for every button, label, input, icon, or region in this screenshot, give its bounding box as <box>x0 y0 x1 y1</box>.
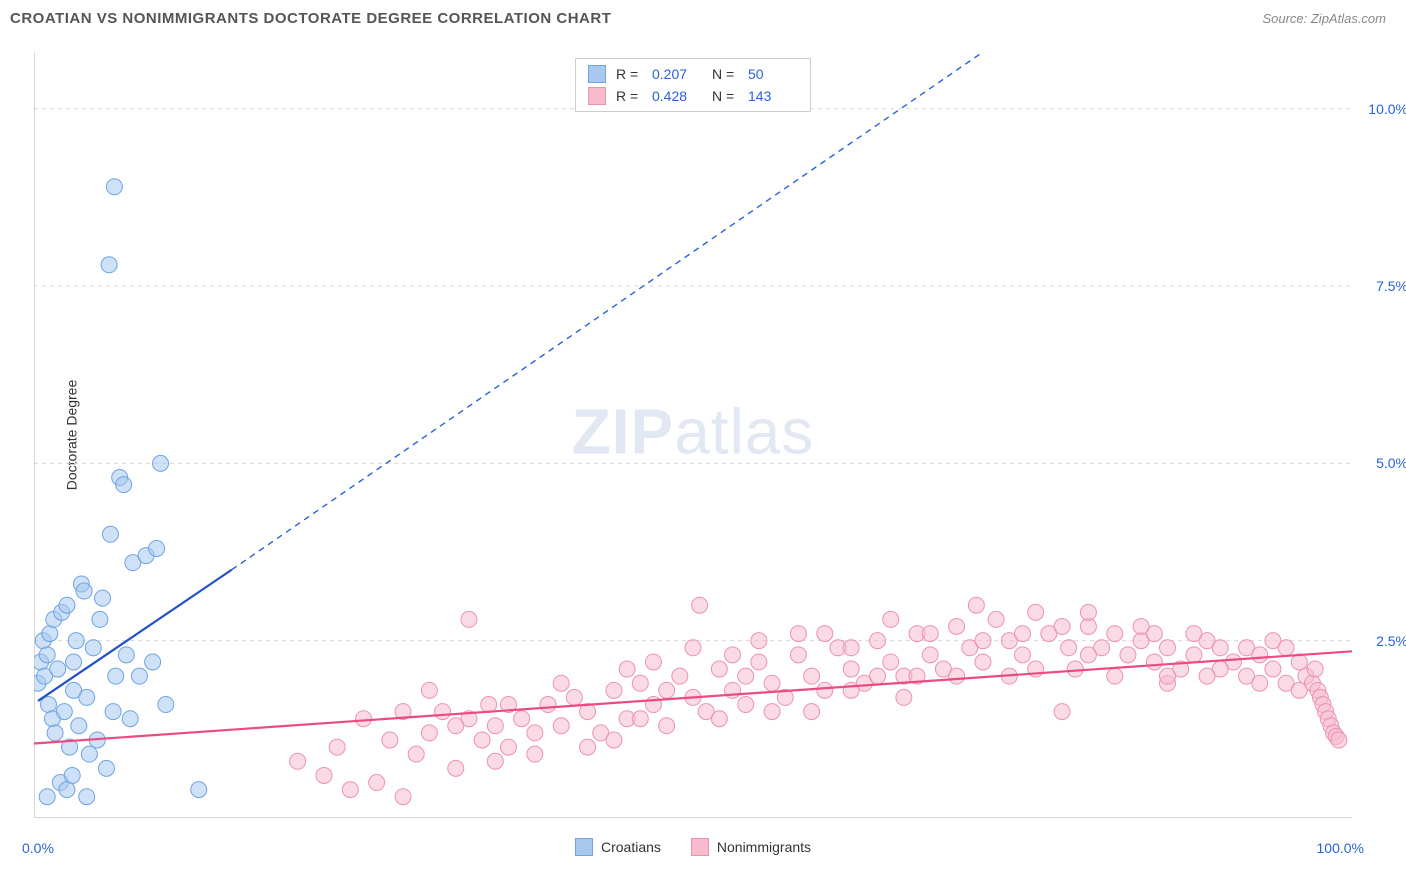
legend-R-label: R = <box>616 66 642 82</box>
legend-item-croatians: Croatians <box>575 838 661 856</box>
x-axis-max-label: 100.0% <box>1317 840 1364 856</box>
swatch-nonimmigrants <box>588 87 606 105</box>
swatch-croatians <box>588 65 606 83</box>
source-credit: Source: ZipAtlas.com <box>1262 11 1386 26</box>
legend-stats-row-1: R = 0.428 N = 143 <box>588 85 798 107</box>
legend-N-label: N = <box>712 66 738 82</box>
y-tick-label: 10.0% <box>1368 101 1406 117</box>
legend-item-nonimmigrants: Nonimmigrants <box>691 838 811 856</box>
y-tick-label: 2.5% <box>1376 633 1406 649</box>
legend-stats-row-0: R = 0.207 N = 50 <box>588 63 798 85</box>
legend-series: Croatians Nonimmigrants <box>575 838 811 856</box>
swatch-nonimmigrants <box>691 838 709 856</box>
plot-svg <box>34 52 1352 818</box>
source-name: ZipAtlas.com <box>1311 11 1386 26</box>
header-row: CROATIAN VS NONIMMIGRANTS DOCTORATE DEGR… <box>0 0 1406 33</box>
y-tick-label: 7.5% <box>1376 278 1406 294</box>
legend-stats: R = 0.207 N = 50 R = 0.428 N = 143 <box>575 58 811 112</box>
legend-R-value-0: 0.207 <box>652 66 702 82</box>
legend-label-croatians: Croatians <box>601 839 661 855</box>
plot-area: Doctorate Degree ZIPatlas R = 0.207 N = … <box>34 52 1352 818</box>
x-axis-min-label: 0.0% <box>22 840 54 856</box>
chart-title: CROATIAN VS NONIMMIGRANTS DOCTORATE DEGR… <box>10 10 611 27</box>
legend-R-label: R = <box>616 88 642 104</box>
legend-R-value-1: 0.428 <box>652 88 702 104</box>
legend-N-label: N = <box>712 88 738 104</box>
legend-label-nonimmigrants: Nonimmigrants <box>717 839 811 855</box>
swatch-croatians <box>575 838 593 856</box>
source-prefix: Source: <box>1262 11 1310 26</box>
y-tick-label: 5.0% <box>1376 455 1406 471</box>
legend-N-value-0: 50 <box>748 66 798 82</box>
legend-N-value-1: 143 <box>748 88 798 104</box>
